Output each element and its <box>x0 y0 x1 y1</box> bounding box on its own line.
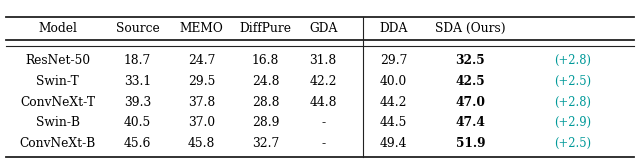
Text: 29.5: 29.5 <box>188 75 215 88</box>
Text: 42.2: 42.2 <box>310 75 337 88</box>
Text: 24.8: 24.8 <box>252 75 279 88</box>
Text: 29.7: 29.7 <box>380 54 407 67</box>
Text: 28.9: 28.9 <box>252 116 279 129</box>
Text: 49.4: 49.4 <box>380 137 407 150</box>
Text: (+2.5): (+2.5) <box>554 137 591 150</box>
Text: 44.8: 44.8 <box>310 95 337 109</box>
Text: 44.2: 44.2 <box>380 95 407 109</box>
Text: 42.5: 42.5 <box>456 75 485 88</box>
Text: Swin-T: Swin-T <box>36 75 79 88</box>
Text: 16.8: 16.8 <box>252 54 279 67</box>
Text: (+2.8): (+2.8) <box>554 95 591 109</box>
Text: ConvNeXt-T: ConvNeXt-T <box>20 95 95 109</box>
Text: (+2.9): (+2.9) <box>554 116 591 129</box>
Text: 18.7: 18.7 <box>124 54 151 67</box>
Text: 40.5: 40.5 <box>124 116 151 129</box>
Text: ResNet-50: ResNet-50 <box>25 54 90 67</box>
Text: 44.5: 44.5 <box>380 116 407 129</box>
Text: 33.1: 33.1 <box>124 75 151 88</box>
Text: 24.7: 24.7 <box>188 54 215 67</box>
Text: 28.8: 28.8 <box>252 95 279 109</box>
Text: 37.0: 37.0 <box>188 116 215 129</box>
Text: Model: Model <box>38 22 77 35</box>
Text: 45.6: 45.6 <box>124 137 151 150</box>
Text: DiffPure: DiffPure <box>239 22 292 35</box>
Text: (+2.8): (+2.8) <box>554 54 591 67</box>
Text: MEMO: MEMO <box>180 22 223 35</box>
Text: 32.7: 32.7 <box>252 137 279 150</box>
Text: ConvNeXt-B: ConvNeXt-B <box>19 137 96 150</box>
Text: Source: Source <box>116 22 159 35</box>
Text: SDA (Ours): SDA (Ours) <box>435 22 506 35</box>
Text: GDA: GDA <box>309 22 337 35</box>
Text: Swin-B: Swin-B <box>36 116 79 129</box>
Text: -: - <box>321 116 325 129</box>
Text: 40.0: 40.0 <box>380 75 407 88</box>
Text: 39.3: 39.3 <box>124 95 151 109</box>
Text: 47.4: 47.4 <box>456 116 485 129</box>
Text: 37.8: 37.8 <box>188 95 215 109</box>
Text: (+2.5): (+2.5) <box>554 75 591 88</box>
Text: 47.0: 47.0 <box>456 95 485 109</box>
Text: 32.5: 32.5 <box>456 54 485 67</box>
Text: 51.9: 51.9 <box>456 137 485 150</box>
Text: DDA: DDA <box>380 22 408 35</box>
Text: 31.8: 31.8 <box>310 54 337 67</box>
Text: 45.8: 45.8 <box>188 137 215 150</box>
Text: -: - <box>321 137 325 150</box>
